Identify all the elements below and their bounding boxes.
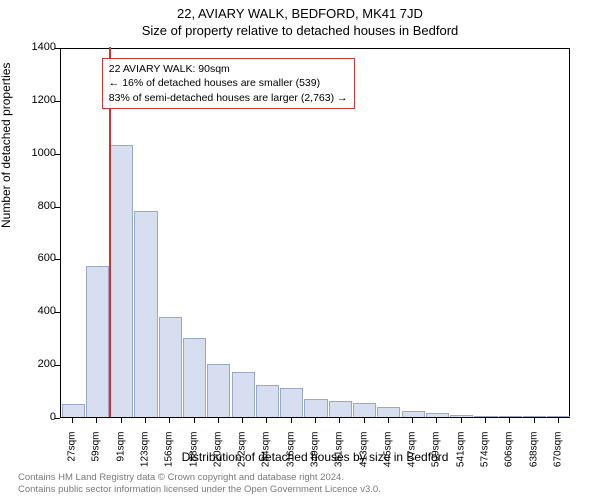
x-tick-mark <box>121 418 122 423</box>
annotation-line: 83% of semi-detached houses are larger (… <box>109 91 348 105</box>
x-tick-mark <box>291 418 292 423</box>
annotation-box: 22 AVIARY WALK: 90sqm← 16% of detached h… <box>102 58 355 109</box>
x-tick-label: 91sqm <box>115 432 126 482</box>
x-tick-label: 574sqm <box>480 432 491 482</box>
histogram-bar <box>402 411 425 417</box>
y-tick-mark <box>55 259 60 260</box>
x-tick-mark <box>388 418 389 423</box>
plot-area: 22 AVIARY WALK: 90sqm← 16% of detached h… <box>60 48 570 418</box>
x-tick-mark <box>194 418 195 423</box>
x-tick-label: 59sqm <box>91 432 102 482</box>
x-tick-mark <box>218 418 219 423</box>
histogram-bar <box>353 403 376 417</box>
x-tick-mark <box>364 418 365 423</box>
histogram-bar <box>426 413 449 417</box>
y-tick-label: 0 <box>16 411 56 423</box>
x-tick-mark <box>145 418 146 423</box>
histogram-bar <box>304 399 327 418</box>
x-tick-label: 381sqm <box>334 432 345 482</box>
x-tick-label: 349sqm <box>310 432 321 482</box>
x-tick-mark <box>96 418 97 423</box>
attribution-line-2: Contains public sector information licen… <box>18 484 381 496</box>
x-tick-mark <box>266 418 267 423</box>
x-tick-mark <box>558 418 559 423</box>
y-tick-mark <box>55 101 60 102</box>
histogram-bar <box>499 416 522 417</box>
histogram-bar <box>523 416 546 417</box>
title-subtitle: Size of property relative to detached ho… <box>0 21 600 38</box>
y-tick-label: 800 <box>16 200 56 212</box>
x-tick-mark <box>485 418 486 423</box>
annotation-line: ← 16% of detached houses are smaller (53… <box>109 76 348 90</box>
x-tick-mark <box>242 418 243 423</box>
x-tick-mark <box>339 418 340 423</box>
histogram-bar <box>207 364 230 417</box>
histogram-bar <box>377 407 400 417</box>
y-tick-mark <box>55 207 60 208</box>
y-tick-label: 400 <box>16 305 56 317</box>
histogram-bar <box>86 266 109 417</box>
y-tick-label: 1000 <box>16 147 56 159</box>
histogram-bar <box>280 388 303 417</box>
y-tick-mark <box>55 154 60 155</box>
histogram-bar <box>110 145 133 417</box>
y-tick-label: 200 <box>16 358 56 370</box>
x-tick-label: 670sqm <box>552 432 563 482</box>
x-tick-label: 509sqm <box>431 432 442 482</box>
x-tick-label: 284sqm <box>261 432 272 482</box>
x-tick-label: 123sqm <box>140 432 151 482</box>
x-tick-label: 156sqm <box>164 432 175 482</box>
x-tick-label: 445sqm <box>382 432 393 482</box>
x-tick-label: 316sqm <box>285 432 296 482</box>
x-tick-label: 252sqm <box>237 432 248 482</box>
histogram-bar <box>474 416 497 417</box>
y-tick-mark <box>55 365 60 366</box>
x-tick-label: 413sqm <box>358 432 369 482</box>
histogram-bar <box>232 372 255 417</box>
histogram-bar <box>450 415 473 417</box>
histogram-bar <box>183 338 206 417</box>
histogram-bar <box>134 211 157 417</box>
x-tick-label: 27sqm <box>67 432 78 482</box>
x-tick-mark <box>436 418 437 423</box>
x-tick-label: 606sqm <box>504 432 515 482</box>
x-tick-label: 477sqm <box>407 432 418 482</box>
x-tick-mark <box>461 418 462 423</box>
x-tick-mark <box>315 418 316 423</box>
histogram-bar <box>547 416 570 417</box>
x-tick-label: 638sqm <box>528 432 539 482</box>
x-tick-mark <box>169 418 170 423</box>
x-tick-label: 188sqm <box>188 432 199 482</box>
y-axis-label: Number of detached properties <box>0 63 13 228</box>
y-tick-label: 1200 <box>16 94 56 106</box>
annotation-line: 22 AVIARY WALK: 90sqm <box>109 62 348 76</box>
y-tick-mark <box>55 312 60 313</box>
x-tick-label: 220sqm <box>212 432 223 482</box>
chart-container: 22, AVIARY WALK, BEDFORD, MK41 7JD Size … <box>0 0 600 500</box>
y-tick-mark <box>55 418 60 419</box>
x-tick-mark <box>534 418 535 423</box>
y-tick-mark <box>55 48 60 49</box>
histogram-bar <box>256 385 279 417</box>
histogram-bar <box>329 401 352 417</box>
y-tick-label: 600 <box>16 252 56 264</box>
histogram-bar <box>159 317 182 417</box>
x-tick-mark <box>72 418 73 423</box>
x-tick-mark <box>412 418 413 423</box>
histogram-bar <box>62 404 85 417</box>
x-tick-mark <box>509 418 510 423</box>
y-tick-label: 1400 <box>16 41 56 53</box>
x-tick-label: 541sqm <box>455 432 466 482</box>
title-address: 22, AVIARY WALK, BEDFORD, MK41 7JD <box>0 0 600 21</box>
